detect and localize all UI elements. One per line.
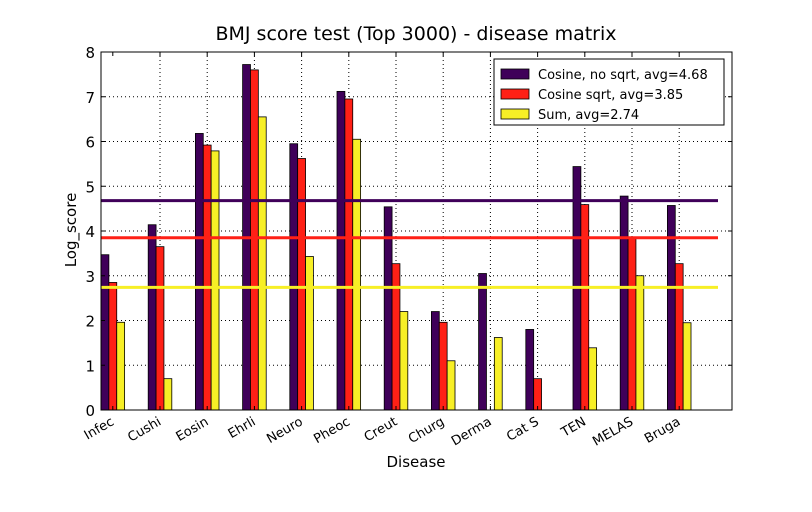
y-tick-label: 8 — [85, 44, 95, 62]
x-tick-label: Eosin — [174, 414, 212, 444]
bar — [430, 311, 440, 411]
bar — [682, 322, 692, 411]
bar — [305, 256, 314, 411]
x-tick-label: Churg — [406, 414, 447, 446]
y-tick-label: 5 — [85, 178, 95, 196]
bar — [580, 204, 590, 411]
bar — [202, 144, 212, 411]
x-tick-label: Pheoc — [311, 414, 352, 447]
x-tick-label: MELAS — [590, 414, 636, 449]
legend-label: Cosine sqrt, avg=3.85 — [538, 88, 683, 103]
legend: Cosine, no sqrt, avg=4.68 Cosine sqrt, av… — [493, 58, 725, 126]
x-tick-label: Neuro — [264, 414, 305, 447]
bar — [533, 378, 542, 411]
average-lines — [101, 199, 718, 289]
x-tick-label: TEN — [558, 414, 589, 440]
bar — [108, 282, 118, 411]
bar — [147, 224, 157, 411]
y-tick-label: 6 — [85, 134, 95, 152]
chart-title: BMJ score test (Top 3000) - disease matr… — [215, 23, 616, 45]
legend-label: Sum, avg=2.74 — [538, 108, 639, 123]
y-tick-label: 1 — [85, 357, 95, 375]
bar — [250, 69, 259, 411]
x-tick-label: Creut — [362, 414, 400, 445]
bar — [627, 237, 637, 411]
y-tick-label: 0 — [85, 402, 95, 420]
x-tick-label: Cat S — [504, 414, 541, 444]
bar — [100, 254, 110, 411]
bar — [619, 195, 629, 411]
bar — [391, 263, 401, 411]
bar — [344, 98, 354, 411]
x-tick-label: Ehrli — [226, 414, 259, 442]
bar — [297, 158, 306, 411]
bar — [635, 275, 645, 411]
bar — [399, 311, 409, 411]
y-tick-label: 3 — [85, 268, 95, 286]
bar — [588, 347, 598, 411]
bar — [163, 378, 173, 411]
bar — [257, 116, 267, 411]
x-tick-label: Cushi — [125, 414, 164, 445]
bar — [194, 133, 204, 411]
bar — [336, 90, 346, 411]
bar — [446, 360, 456, 411]
bar — [438, 321, 448, 411]
bar — [674, 263, 684, 411]
bar — [667, 205, 676, 411]
y-tick-label: 2 — [85, 313, 95, 331]
x-tick-label: Derma — [449, 414, 494, 449]
legend-box — [493, 58, 725, 126]
x-axis-label: Disease — [387, 453, 446, 471]
y-tick-label: 4 — [85, 223, 95, 241]
legend-label: Cosine, no sqrt, avg=4.68 — [538, 68, 708, 83]
legend-swatch — [500, 108, 530, 120]
bar — [210, 150, 220, 411]
bar — [493, 337, 503, 411]
bar — [116, 321, 126, 411]
y-tick-label: 7 — [85, 89, 95, 107]
legend-swatch — [500, 88, 530, 100]
bar — [155, 246, 165, 411]
bar — [478, 273, 487, 411]
bar — [289, 143, 299, 411]
bar — [352, 138, 362, 411]
bar — [525, 329, 535, 411]
y-axis-label: Log_score — [62, 193, 81, 268]
legend-swatch — [500, 68, 530, 80]
x-tick-label: Bruga — [642, 414, 683, 446]
